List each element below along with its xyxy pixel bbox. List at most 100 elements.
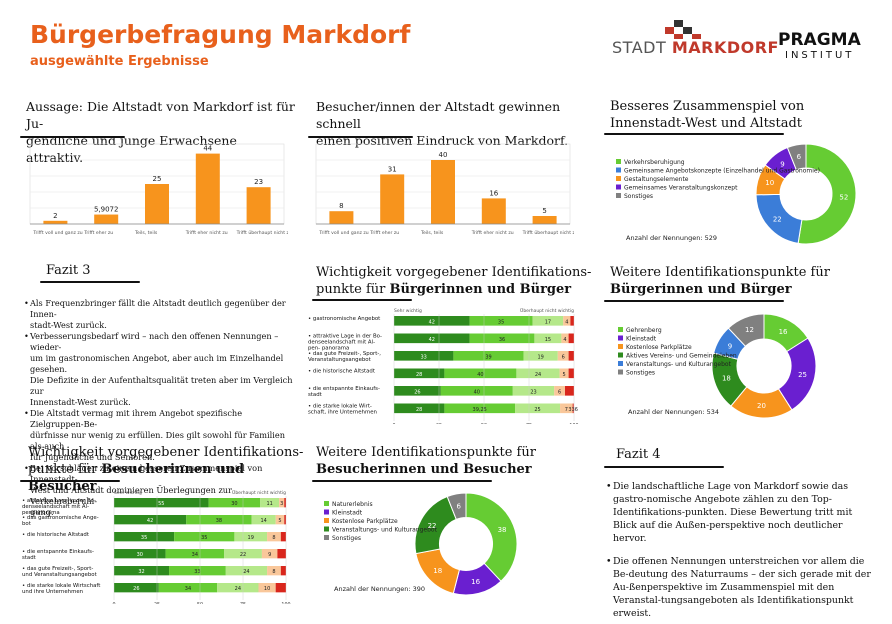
segment-label: 24 bbox=[535, 372, 541, 378]
segment-label: 336 bbox=[568, 407, 578, 413]
tick-label: Teils, teils bbox=[420, 230, 444, 236]
stack-segment bbox=[394, 368, 445, 379]
segment-label: 3 bbox=[280, 501, 283, 507]
category-label: • das gute Freizeit-, Sport-, bbox=[308, 351, 381, 357]
stack-segment bbox=[217, 583, 259, 593]
segment-label: 23 bbox=[530, 389, 536, 395]
segment-label: 8 bbox=[272, 535, 275, 541]
legend-entry: Gemeinsames Veranstaltungskonzept bbox=[624, 185, 738, 192]
panel-6-underline bbox=[604, 300, 784, 302]
slice-label: 22 bbox=[773, 215, 782, 223]
stack-segment bbox=[114, 498, 209, 508]
stack-segment bbox=[267, 566, 281, 576]
panel-3-title: Besseres Zusammenspiel von Innenstadt-We… bbox=[610, 99, 805, 131]
stack-segment bbox=[114, 549, 166, 559]
slice-label: 20 bbox=[757, 402, 766, 410]
chart-note: Anzahl der Nennungen: 534 bbox=[628, 408, 719, 416]
category-label: Veranstaltungsangebot bbox=[308, 357, 371, 363]
legend-swatch bbox=[324, 509, 329, 515]
bar-chart-besucher-eindruck: 8 Trifft voll und ganz zu 31 Trifft eher zu… bbox=[315, 143, 574, 236]
segment-label: 36 bbox=[499, 337, 505, 343]
category-label: • das gute Freizeit-, Sport- bbox=[22, 566, 93, 572]
legend-left: Sehr wichtig bbox=[114, 490, 142, 496]
stack-segment bbox=[275, 583, 286, 593]
segment-label: 30 bbox=[137, 552, 143, 558]
data-label: 25 bbox=[153, 175, 162, 183]
category-label: • attraktive Lage in der Bo- bbox=[22, 498, 96, 504]
segment-label: 33 bbox=[194, 569, 200, 575]
stack-segment bbox=[394, 351, 454, 361]
category-label: und ihre Unternehmen bbox=[22, 589, 83, 595]
legend-swatch bbox=[324, 518, 329, 523]
fazit-3-bullet-3: Die Altstadt vermag mit ihrem Angebot sp… bbox=[24, 408, 296, 463]
slice-label: 52 bbox=[839, 194, 848, 202]
slice-label: 10 bbox=[765, 179, 774, 187]
data-label: 31 bbox=[388, 165, 397, 173]
pragma-logo: PRAGMA bbox=[778, 30, 861, 50]
legend-left: Sehr wichtig bbox=[394, 308, 422, 314]
segment-label: 28 bbox=[416, 407, 422, 413]
legend-entry: Veranstaltungs- und Kulturangebot bbox=[626, 361, 732, 368]
bar bbox=[195, 153, 220, 224]
tick-label: 50 bbox=[481, 423, 487, 424]
segment-label: 4 bbox=[565, 319, 568, 325]
segment-label: 5 bbox=[278, 518, 281, 524]
legend-entry: Sonstiges bbox=[626, 370, 655, 377]
tick-label: 50 bbox=[197, 602, 203, 604]
category-label: bot bbox=[22, 521, 31, 527]
stack-segment bbox=[277, 549, 286, 559]
category-label: denseelandschaft mit Al- bbox=[308, 340, 375, 346]
category-label: • die entspannte Einkaufs- bbox=[308, 386, 380, 392]
segment-label: 35 bbox=[498, 319, 504, 325]
pie-slice bbox=[465, 492, 518, 582]
stadt-markdorf-logo-text: STADT MARKDORF bbox=[612, 38, 779, 57]
tick-label: Teils, teils bbox=[134, 230, 158, 236]
data-label: 23 bbox=[254, 178, 263, 186]
segment-label: 39 bbox=[485, 354, 491, 360]
data-label: 40 bbox=[439, 151, 448, 159]
tick-label: 0 bbox=[112, 602, 115, 604]
tick-label: 25 bbox=[154, 602, 160, 604]
stack-segment bbox=[275, 515, 285, 525]
slice-label: 9 bbox=[728, 342, 732, 350]
category-label: • die entspannte Einkaufs- bbox=[22, 549, 94, 555]
fazit-4-bullet-2: Die offenen Nennungen unterstreichen vor… bbox=[606, 555, 872, 620]
segment-label: 17 bbox=[545, 319, 551, 325]
data-label: 8 bbox=[339, 202, 343, 210]
stack-segment bbox=[280, 532, 286, 542]
stack-segment bbox=[516, 368, 560, 379]
legend-entry: Kleinstadt bbox=[626, 336, 657, 343]
stack-segment bbox=[560, 403, 573, 414]
stack-segment bbox=[561, 333, 569, 344]
tick-label: Trifft voll und ganz zu bbox=[318, 230, 368, 236]
slice-label: 18 bbox=[722, 375, 731, 383]
panel-1-underline bbox=[20, 136, 125, 138]
stack-segment bbox=[260, 498, 280, 508]
legend-swatch bbox=[618, 361, 623, 366]
tick-label: Trifft eher zu bbox=[369, 230, 399, 236]
pie-chart-buerger: 16 25 20 18 9 12 Gehrenberg KleinstadtKostenlos… bbox=[618, 313, 817, 418]
fazit-3-bullets: Als Frequenzbringer fällt die Altstadt d… bbox=[24, 298, 296, 518]
stack-segment bbox=[515, 403, 561, 414]
segment-label: 42 bbox=[147, 518, 153, 524]
panel-5-underline bbox=[312, 299, 412, 301]
pie-slice bbox=[446, 492, 467, 520]
fazit-4-bullet-1: Die landschaftliche Lage von Markdorf so… bbox=[606, 480, 872, 545]
panel-5-title: Wichtigkeit vorgegebener Identifikations… bbox=[316, 265, 592, 297]
category-label: stadt bbox=[308, 392, 322, 398]
segment-label: 11 bbox=[266, 501, 272, 507]
segment-label: 26 bbox=[133, 586, 139, 592]
tick-label: Trifft eher nicht zu bbox=[185, 230, 228, 236]
segment-label: 30 bbox=[231, 501, 237, 507]
stack-segment bbox=[568, 368, 574, 379]
stack-segment bbox=[261, 549, 278, 559]
bar bbox=[532, 216, 557, 224]
category-label: • das gastronomische Ange- bbox=[22, 515, 99, 521]
legend-entry: Naturerlebnis bbox=[332, 501, 373, 508]
category-label: • die historische Altstadt bbox=[22, 532, 89, 538]
legend-entry: Sonstiges bbox=[624, 193, 653, 200]
stack-segment bbox=[208, 498, 261, 508]
stack-segment bbox=[563, 316, 571, 326]
legend-swatch bbox=[616, 184, 621, 190]
stack-segment bbox=[114, 515, 187, 525]
